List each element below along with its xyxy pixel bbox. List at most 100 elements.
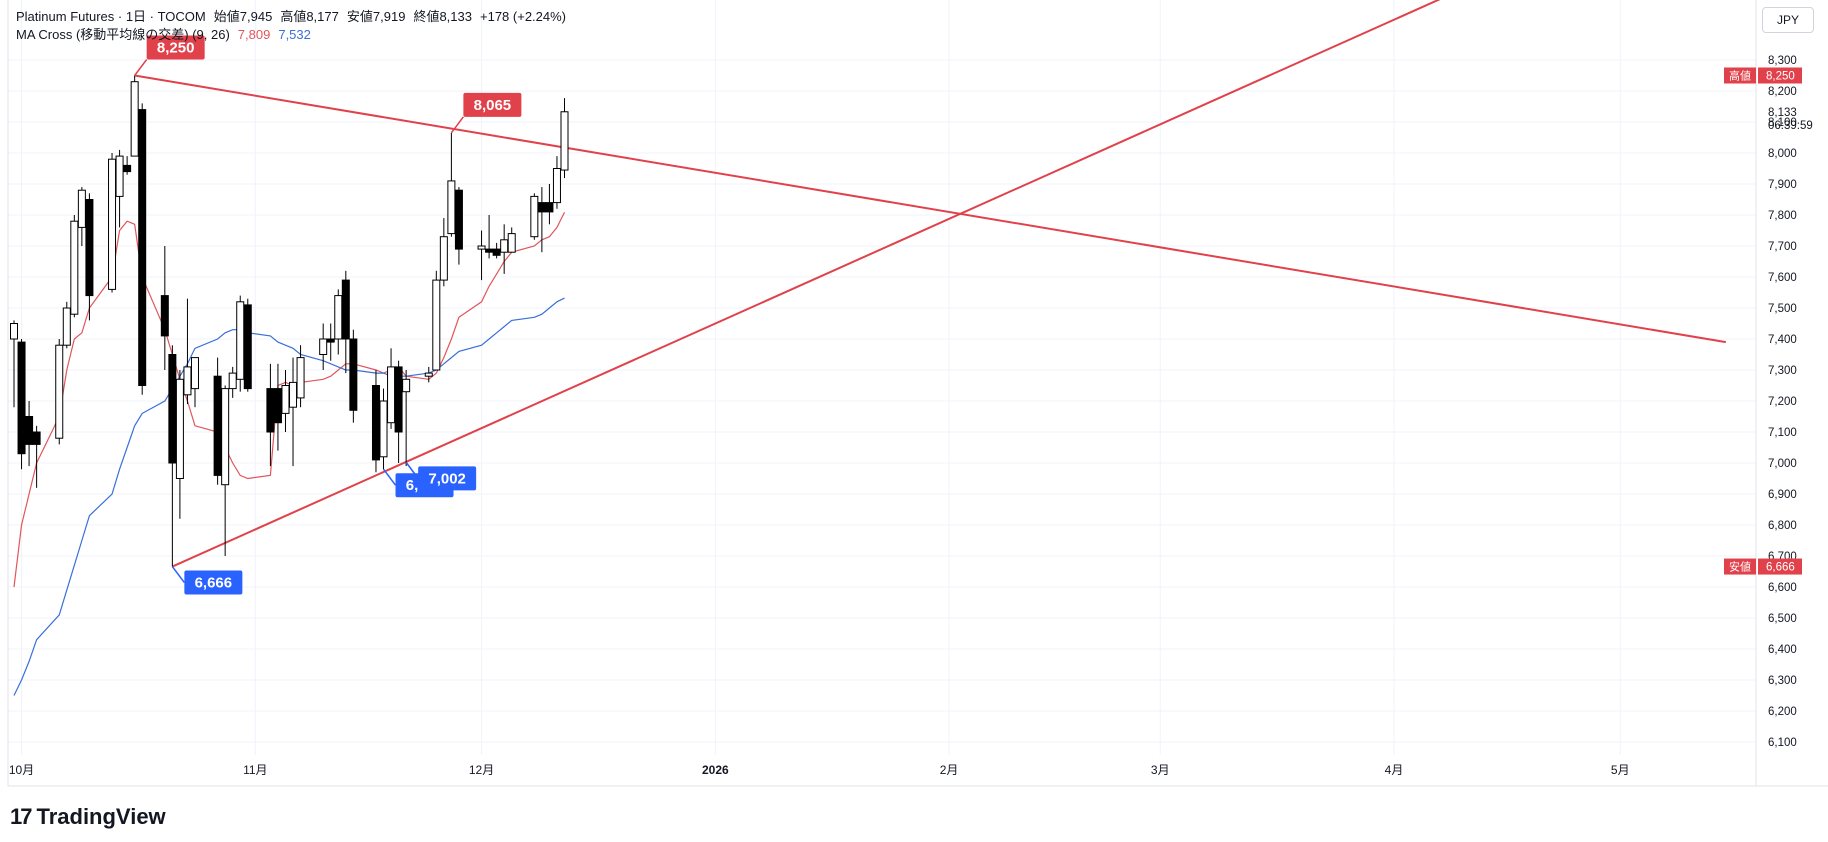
candle[interactable] xyxy=(387,348,396,429)
candle[interactable] xyxy=(552,156,561,209)
candle-body-down xyxy=(545,202,554,213)
price-tick-label: 7,500 xyxy=(1768,303,1797,315)
candle[interactable] xyxy=(130,75,139,157)
candle[interactable] xyxy=(326,323,335,361)
candle[interactable] xyxy=(236,295,245,392)
candle[interactable] xyxy=(32,425,41,488)
time-axis[interactable]: 10月 11月 12月 2026 2月 3月 4月 5月 xyxy=(9,763,1630,777)
candle-body-down xyxy=(371,385,380,461)
candle[interactable] xyxy=(424,366,433,383)
candle[interactable] xyxy=(394,360,403,463)
candle[interactable] xyxy=(138,103,147,395)
candle[interactable] xyxy=(273,363,282,451)
label-pointer xyxy=(450,116,464,134)
price-tick-label: 7,700 xyxy=(1768,241,1797,253)
candle[interactable] xyxy=(334,289,343,355)
price-tick-label: 6,800 xyxy=(1768,520,1797,532)
candle[interactable] xyxy=(560,98,569,179)
candle[interactable] xyxy=(243,298,252,392)
trendline-2[interactable] xyxy=(171,0,1482,568)
candle-body-down xyxy=(349,338,358,411)
time-tick-label[interactable]: 2026 xyxy=(702,763,729,777)
candle[interactable] xyxy=(62,301,71,349)
trendlines[interactable] xyxy=(134,0,1727,568)
candle[interactable] xyxy=(228,366,237,398)
candle[interactable] xyxy=(266,363,275,467)
open-value: 始値7,945 xyxy=(213,9,273,24)
candle[interactable] xyxy=(289,357,298,467)
candle[interactable] xyxy=(183,298,192,405)
chart-legend: Platinum Futures · 1日 · TOCOM 始値7,945 高値… xyxy=(16,8,566,44)
currency-button[interactable]: JPY xyxy=(1762,7,1814,33)
tradingview-logo[interactable]: 17 TradingView xyxy=(10,804,166,830)
candle[interactable] xyxy=(545,184,554,225)
time-tick-label[interactable]: 3月 xyxy=(1151,763,1170,777)
candle[interactable] xyxy=(221,385,230,557)
indicator-legend[interactable]: MA Cross (移動平均線の交差) (9, 26) 7,809 7,532 xyxy=(16,26,566,44)
trendline-1[interactable] xyxy=(134,74,1727,344)
candle[interactable] xyxy=(213,357,222,485)
symbol-title[interactable]: Platinum Futures · 1日 · TOCOM xyxy=(16,9,206,24)
candle-body-up xyxy=(289,381,298,408)
price-marker[interactable]: 安値 6,666 xyxy=(1724,558,1802,575)
candle[interactable] xyxy=(341,270,350,374)
candle[interactable] xyxy=(530,193,539,240)
time-tick-label[interactable]: 2月 xyxy=(940,763,959,777)
candle[interactable] xyxy=(379,388,388,470)
price-tick-label: 8,000 xyxy=(1768,148,1797,160)
candle[interactable] xyxy=(281,370,290,432)
candle[interactable] xyxy=(454,187,463,265)
time-tick-label[interactable]: 10月 xyxy=(9,763,34,777)
candle[interactable] xyxy=(447,132,456,237)
candle[interactable] xyxy=(123,156,132,175)
candle-body-up xyxy=(477,245,486,250)
close-value: 終値8,133 xyxy=(413,9,472,24)
price-tick-label: 6,900 xyxy=(1768,489,1797,501)
candle[interactable] xyxy=(17,339,26,470)
candle[interactable] xyxy=(439,218,448,287)
time-tick-label[interactable]: 5月 xyxy=(1611,763,1630,777)
candle[interactable] xyxy=(371,370,380,473)
candle[interactable] xyxy=(432,270,441,371)
label-text: 8,250 xyxy=(157,40,195,57)
indicator-name[interactable]: MA Cross (移動平均線の交差) (9, 26) xyxy=(16,27,230,42)
ohlc-legend: Platinum Futures · 1日 · TOCOM 始値7,945 高値… xyxy=(16,8,566,26)
time-tick-label[interactable]: 4月 xyxy=(1385,763,1404,777)
candle[interactable] xyxy=(500,224,509,274)
candle[interactable] xyxy=(160,246,169,370)
candle[interactable] xyxy=(108,153,117,293)
candle[interactable] xyxy=(25,401,34,467)
price-marker[interactable]: 高値 8,250 xyxy=(1724,67,1802,84)
candle[interactable] xyxy=(492,242,501,259)
candle[interactable] xyxy=(190,357,199,408)
candle[interactable] xyxy=(77,187,86,246)
candlesticks[interactable] xyxy=(10,75,569,567)
price-tick-label: 8,300 xyxy=(1768,55,1797,67)
candle[interactable] xyxy=(507,227,516,253)
candle[interactable] xyxy=(537,187,546,253)
candle[interactable] xyxy=(485,215,494,259)
candle[interactable] xyxy=(175,370,184,519)
candle-body-down xyxy=(537,202,546,213)
high-price-label: 8,065 xyxy=(450,92,522,134)
candle[interactable] xyxy=(85,193,94,321)
candle[interactable] xyxy=(477,230,486,281)
candle-body-up xyxy=(530,195,539,238)
candle-body-down xyxy=(266,388,275,433)
candle[interactable] xyxy=(296,345,305,408)
candle[interactable] xyxy=(402,370,411,467)
price-tick-label: 7,200 xyxy=(1768,396,1797,408)
candle[interactable] xyxy=(168,345,177,567)
candle[interactable] xyxy=(115,149,124,228)
candle[interactable] xyxy=(349,329,358,423)
candle[interactable] xyxy=(319,323,328,371)
price-axis[interactable]: 6,1006,2006,3006,4006,5006,6006,7006,800… xyxy=(1724,55,1813,749)
candle[interactable] xyxy=(10,320,18,408)
candle[interactable] xyxy=(55,339,64,445)
candle[interactable] xyxy=(70,215,79,318)
time-tick-label[interactable]: 11月 xyxy=(243,763,267,777)
label-box xyxy=(146,35,205,60)
time-tick-label[interactable]: 12月 xyxy=(469,763,494,777)
